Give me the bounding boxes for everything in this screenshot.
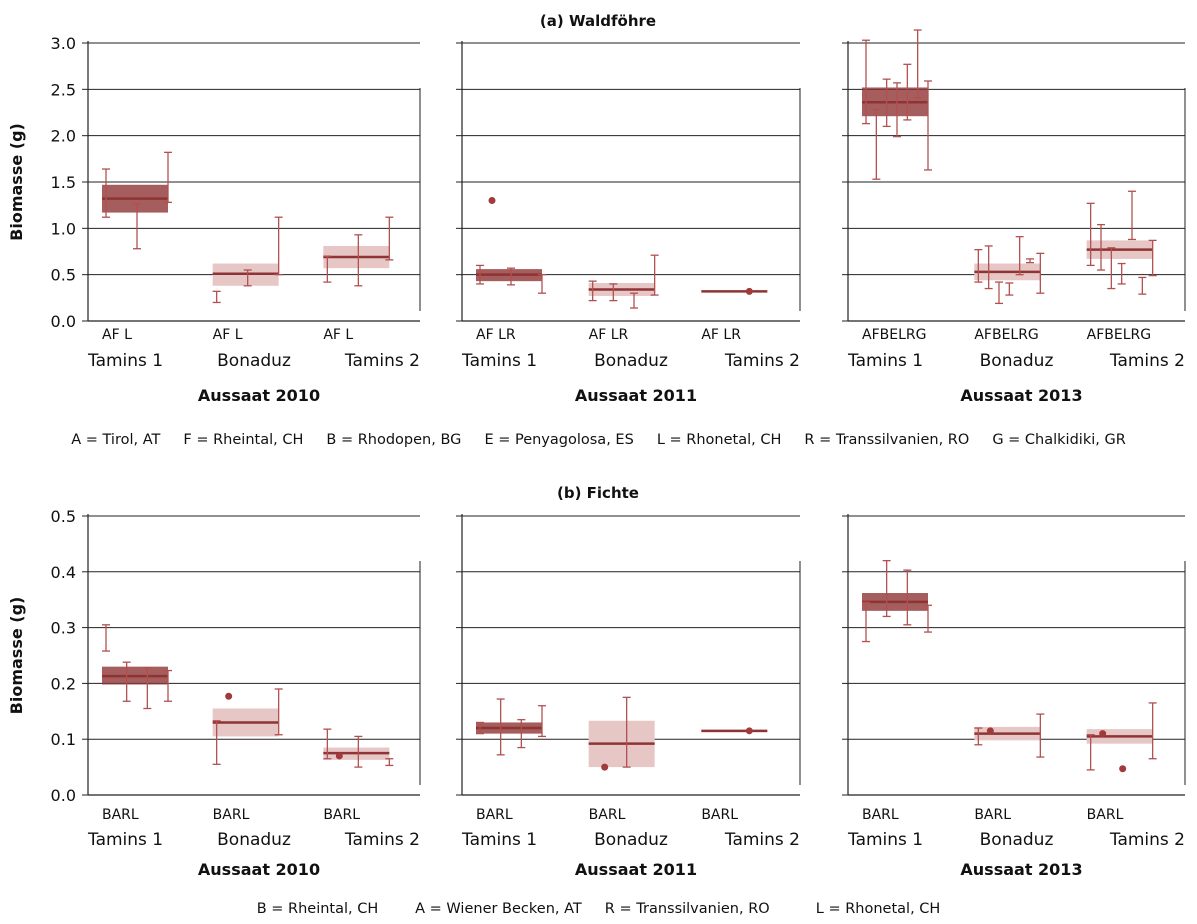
site-label: Tamins 2 (344, 830, 420, 850)
x-axis-label: Aussaat 2010 (198, 386, 320, 405)
origin-codes: AF L (102, 327, 132, 343)
site-label: Bonaduz (980, 830, 1054, 850)
site-label: Tamins 2 (1109, 351, 1185, 371)
y-tick-label: 0.5 (51, 266, 76, 285)
origin-codes: AFBELRG (862, 327, 926, 343)
origin-codes: AF LR (701, 327, 741, 343)
site-label: Tamins 1 (461, 830, 537, 850)
y-tick-label: 0.2 (51, 674, 76, 693)
data-point (335, 752, 343, 760)
y-tick-label: 0.0 (51, 312, 76, 331)
origin-codes: BARL (102, 807, 139, 823)
origin-codes: BARL (974, 807, 1011, 823)
x-axis-label: Aussaat 2011 (575, 860, 697, 879)
origin-codes: AF LR (476, 327, 516, 343)
site-label: Bonaduz (217, 830, 291, 850)
site-label: Tamins 2 (724, 830, 800, 850)
site-label: Tamins 1 (87, 351, 163, 371)
y-axis-label: Biomasse (g) (7, 597, 26, 715)
y-axis-label: Biomasse (g) (7, 123, 26, 241)
origin-codes: BARL (1087, 807, 1124, 823)
origin-codes: AF LR (589, 327, 629, 343)
data-point (745, 727, 753, 735)
site-label: Bonaduz (217, 351, 291, 371)
origin-codes: AFBELRG (974, 327, 1038, 343)
origin-codes: BARL (862, 807, 899, 823)
data-point (1119, 765, 1127, 773)
origin-codes: AF L (323, 327, 353, 343)
origin-codes: AF L (213, 327, 243, 343)
site-label: Bonaduz (980, 351, 1054, 371)
chart-title: (b) Fichte (557, 484, 639, 502)
y-tick-label: 2.0 (51, 127, 76, 146)
y-tick-label: 0.5 (51, 507, 76, 526)
data-point (601, 763, 609, 771)
data-point (986, 727, 994, 735)
origin-codes: BARL (323, 807, 360, 823)
y-tick-label: 0.3 (51, 619, 76, 638)
legend-origins-waldfoehre: A = Tirol, AT F = Rheintal, CH B = Rhodo… (71, 432, 1126, 448)
origin-codes: BARL (701, 807, 738, 823)
site-label: Tamins 1 (847, 351, 923, 371)
y-tick-label: 0.0 (51, 786, 76, 805)
site-label: Tamins 2 (1109, 830, 1185, 850)
origin-codes: AFBELRG (1087, 327, 1151, 343)
data-point (1099, 730, 1107, 738)
origin-codes: BARL (213, 807, 250, 823)
site-label: Tamins 1 (87, 830, 163, 850)
y-tick-label: 1.0 (51, 219, 76, 238)
y-tick-label: 1.5 (51, 173, 76, 192)
x-axis-label: Aussaat 2013 (960, 386, 1082, 405)
y-tick-label: 2.5 (51, 80, 76, 99)
site-label: Tamins 2 (344, 351, 420, 371)
legend-origins-fichte: B = Rheintal, CH A = Wiener Becken, AT R… (256, 901, 941, 917)
origin-codes: BARL (589, 807, 626, 823)
x-axis-label: Aussaat 2011 (575, 386, 697, 405)
x-axis-label: Aussaat 2013 (960, 860, 1082, 879)
site-label: Bonaduz (594, 351, 668, 371)
y-tick-label: 0.1 (51, 730, 76, 749)
y-tick-label: 0.4 (51, 563, 76, 582)
site-label: Tamins 2 (724, 351, 800, 371)
data-point (745, 287, 753, 295)
chart-title: (a) Waldföhre (540, 12, 656, 30)
site-label: Bonaduz (594, 830, 668, 850)
data-point (488, 197, 496, 205)
site-label: Tamins 1 (847, 830, 923, 850)
site-label: Tamins 1 (461, 351, 537, 371)
y-tick-label: 3.0 (51, 34, 76, 53)
x-axis-label: Aussaat 2010 (198, 860, 320, 879)
data-point (225, 692, 233, 700)
origin-codes: BARL (476, 807, 513, 823)
